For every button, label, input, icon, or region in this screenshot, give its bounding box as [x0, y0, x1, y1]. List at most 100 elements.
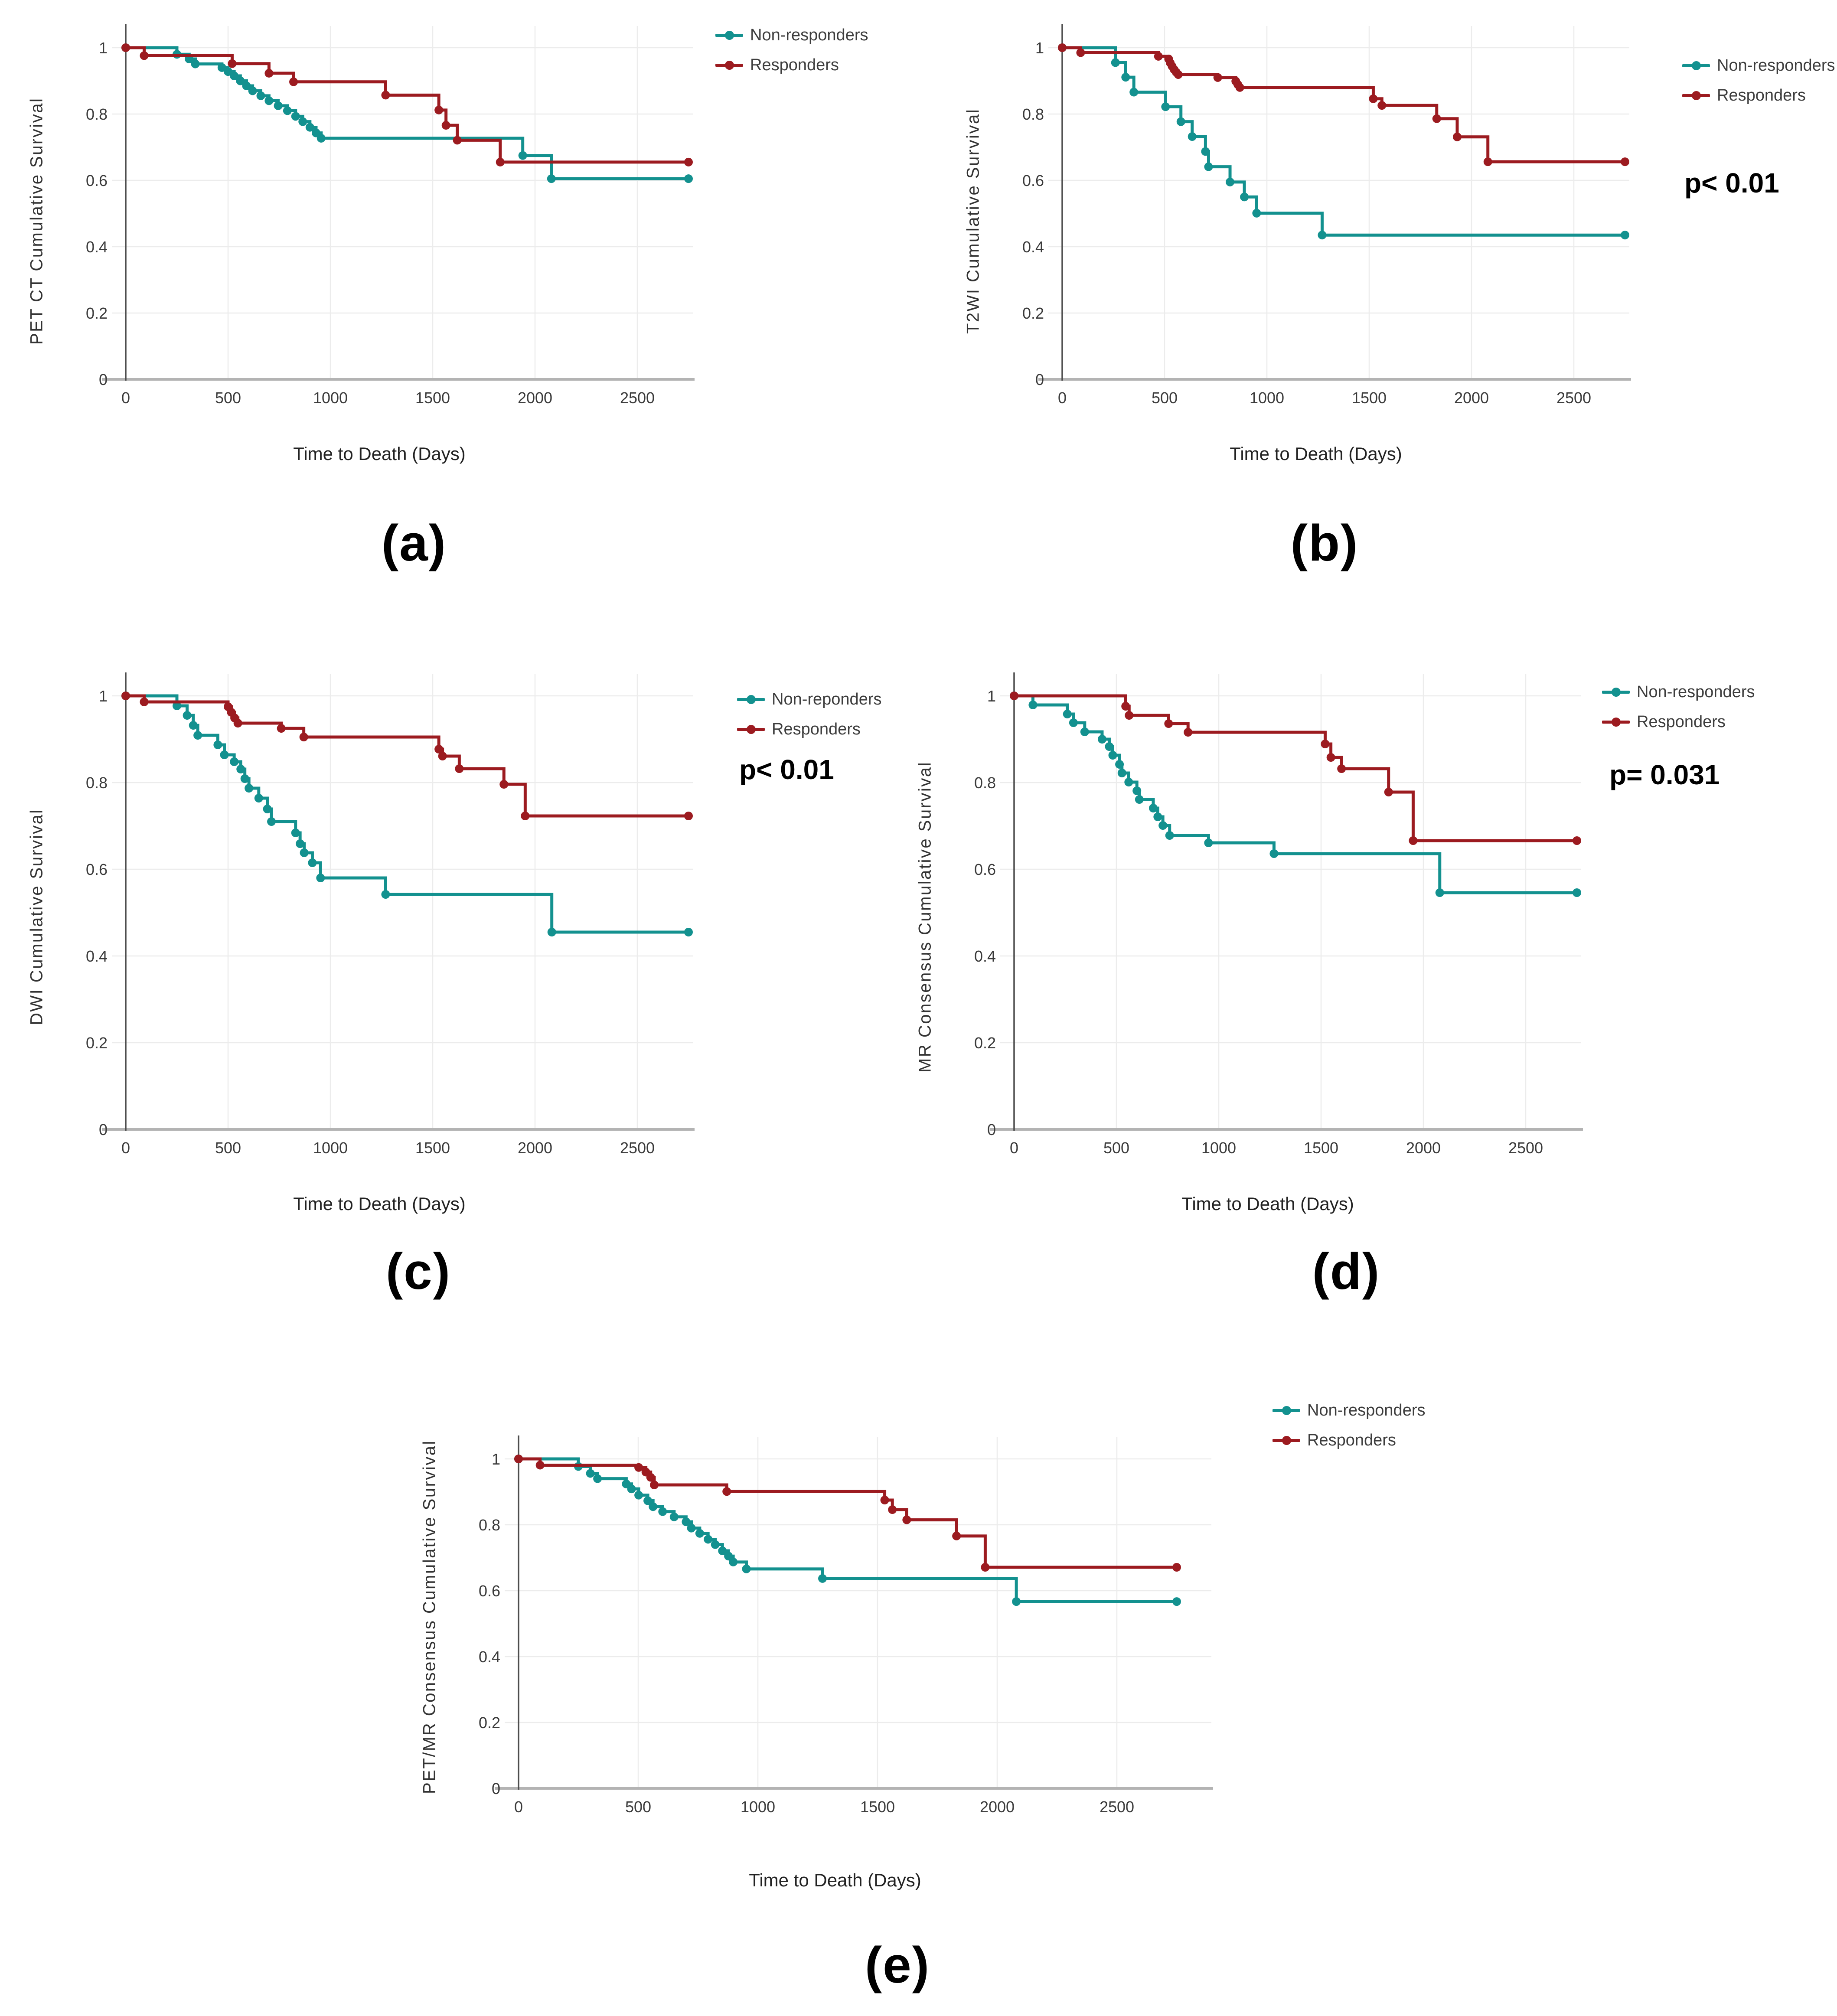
svg-text:2000: 2000: [518, 389, 552, 407]
plot-column-a: 0 0.2 0.4 0.6 0.8 1 0 500 1000 1500 2000 2500 Time …: [61, 7, 698, 464]
svg-text:2000: 2000: [1406, 1139, 1441, 1157]
svg-text:1500: 1500: [415, 389, 450, 407]
svg-text:0.8: 0.8: [86, 105, 108, 123]
y-axis-label-a: PET CT Cumulative Survival: [27, 97, 46, 345]
svg-text:0: 0: [1035, 371, 1044, 388]
svg-text:0.2: 0.2: [974, 1034, 996, 1052]
caption-d: (d): [1312, 1243, 1380, 1300]
legend-line-marker-icon: [715, 61, 743, 70]
svg-text:0.4: 0.4: [1022, 238, 1044, 256]
svg-text:0: 0: [987, 1121, 996, 1138]
svg-text:0.6: 0.6: [974, 861, 996, 878]
svg-text:0.6: 0.6: [1022, 172, 1044, 189]
y-axis-label-d: MR Consensus Cumulative Survival: [915, 761, 935, 1073]
panel-e: PET/MR Consensus Cumulative Survival 0 0.…: [406, 1372, 1490, 1891]
legend-label: Responders: [1717, 86, 1806, 104]
legend-line-marker-icon: [737, 695, 765, 704]
svg-text:0.6: 0.6: [86, 861, 108, 878]
legend-label: Responders: [1307, 1431, 1396, 1449]
legend-item-non-responders: Non-responders: [1602, 683, 1755, 701]
y-axis-label-e: PET/MR Consensus Cumulative Survival: [420, 1440, 439, 1794]
legend-item-responders: Responders: [737, 720, 881, 739]
legend-b: Non-responders Responders: [1682, 56, 1835, 105]
svg-text:500: 500: [215, 389, 241, 407]
svg-text:0.8: 0.8: [1022, 105, 1044, 123]
legend-item-non-responders: Non-reponders: [737, 690, 881, 709]
svg-text:2000: 2000: [980, 1798, 1015, 1816]
legend-line-marker-icon: [1273, 1436, 1300, 1445]
svg-text:1: 1: [492, 1450, 500, 1468]
legend-a: Non-responders Responders: [715, 26, 868, 75]
svg-text:1000: 1000: [313, 1139, 348, 1157]
legend-d: Non-responders Responders: [1602, 683, 1755, 731]
legend-line-marker-icon: [1682, 91, 1710, 100]
svg-text:1500: 1500: [1352, 389, 1387, 407]
km-plot-e: 0 0.2 0.4 0.6 0.8 1 0 500 1000 1500 2000 2500: [479, 1435, 1213, 1816]
svg-text:2500: 2500: [620, 1139, 655, 1157]
svg-text:0: 0: [1058, 389, 1067, 407]
svg-text:1500: 1500: [415, 1139, 450, 1157]
p-value-d: p= 0.031: [1609, 759, 1720, 790]
svg-text:500: 500: [215, 1139, 241, 1157]
svg-text:0.4: 0.4: [86, 238, 108, 256]
svg-text:0.8: 0.8: [86, 774, 108, 792]
legend-label: Non-reponders: [772, 690, 882, 708]
plot-column-d: 0 0.2 0.4 0.6 0.8 1 0 500 1000 1500 2000 2500 Time …: [949, 648, 1586, 1214]
svg-text:0.4: 0.4: [974, 947, 996, 965]
svg-text:2000: 2000: [518, 1139, 552, 1157]
svg-text:500: 500: [1103, 1139, 1129, 1157]
x-axis-label-b: Time to Death (Days): [1230, 444, 1402, 464]
p-value-c: p< 0.01: [739, 754, 834, 785]
svg-text:0.8: 0.8: [479, 1516, 500, 1534]
svg-text:1: 1: [987, 687, 996, 705]
km-plot-c: 0 0.2 0.4 0.6 0.8 1 0 500 1000 1500 2000 2500: [86, 672, 695, 1157]
legend-line-marker-icon: [1682, 61, 1710, 70]
legend-line-marker-icon: [715, 31, 743, 40]
svg-text:0.2: 0.2: [1022, 304, 1044, 322]
svg-text:500: 500: [1152, 389, 1178, 407]
legend-label: Non-responders: [1307, 1401, 1426, 1419]
x-axis-label-a: Time to Death (Days): [293, 444, 466, 464]
svg-text:0.6: 0.6: [86, 172, 108, 189]
plot-column-c: 0 0.2 0.4 0.6 0.8 1 0 500 1000 1500 2000 2500 Time …: [61, 648, 698, 1214]
svg-text:0.2: 0.2: [86, 304, 108, 322]
svg-text:0: 0: [1010, 1139, 1018, 1157]
legend-line-marker-icon: [1273, 1406, 1300, 1415]
legend-label: Responders: [1637, 713, 1726, 731]
legend-item-non-responders: Non-responders: [1273, 1401, 1425, 1420]
y-axis-label-b: T2WI Cumulative Survival: [963, 108, 983, 334]
legend-label: Non-responders: [750, 26, 868, 44]
km-plot-a: 0 0.2 0.4 0.6 0.8 1 0 500 1000 1500 2000 2500: [86, 24, 695, 407]
caption-a: (a): [381, 515, 447, 572]
svg-text:0.8: 0.8: [974, 774, 996, 792]
svg-text:0: 0: [121, 389, 130, 407]
svg-text:2000: 2000: [1454, 389, 1489, 407]
svg-text:2500: 2500: [620, 389, 655, 407]
caption-e: (e): [865, 1937, 930, 1994]
panel-a: PET CT Cumulative Survival 0 0.2 0.4 0.6 0.8…: [13, 7, 954, 464]
svg-text:2500: 2500: [1556, 389, 1591, 407]
svg-text:1500: 1500: [860, 1798, 895, 1816]
panel-b: T2WI Cumulative Survival 0 0.2 0.4 0.6 0.8 1 0…: [949, 7, 1837, 464]
svg-text:0: 0: [492, 1780, 500, 1797]
legend-item-responders: Responders: [1602, 713, 1755, 731]
legend-c: Non-reponders Responders: [737, 690, 881, 739]
svg-text:0.2: 0.2: [86, 1034, 108, 1052]
legend-label: Non-responders: [1637, 683, 1755, 701]
svg-text:0.6: 0.6: [479, 1582, 500, 1600]
legend-e: Non-responders Responders: [1273, 1401, 1425, 1450]
svg-text:1000: 1000: [741, 1798, 775, 1816]
svg-text:0: 0: [99, 1121, 108, 1138]
legend-item-non-responders: Non-responders: [1682, 56, 1835, 75]
x-axis-label-d: Time to Death (Days): [1181, 1194, 1354, 1214]
legend-line-marker-icon: [1602, 718, 1630, 727]
legend-item-non-responders: Non-responders: [715, 26, 868, 45]
x-axis-label-e: Time to Death (Days): [749, 1870, 921, 1890]
legend-label: Non-responders: [1717, 56, 1835, 75]
caption-b: (b): [1290, 515, 1359, 572]
y-axis-label-c: DWI Cumulative Survival: [27, 809, 46, 1025]
km-plot-d: 0 0.2 0.4 0.6 0.8 1 0 500 1000 1500 2000 2500: [974, 672, 1583, 1157]
svg-text:0: 0: [514, 1798, 523, 1816]
svg-text:0.4: 0.4: [479, 1648, 500, 1666]
